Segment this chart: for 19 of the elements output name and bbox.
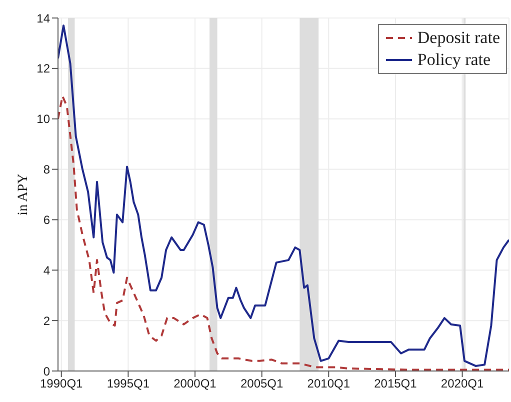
x-tick-label: 2000Q1 (174, 376, 217, 391)
legend-label: Deposit rate (417, 27, 500, 49)
y-tick-label: 2 (43, 314, 50, 328)
x-tick-label: 1995Q1 (106, 376, 150, 391)
y-tick-label: 6 (43, 212, 50, 227)
y-tick-label: 14 (36, 11, 50, 26)
legend-label: Policy rate (417, 49, 491, 71)
x-tick-label: 2010Q1 (307, 376, 350, 391)
x-tick-label: 2005Q1 (240, 376, 284, 391)
y-axis-title: in APY (16, 174, 31, 216)
x-tick-label: 2020Q1 (440, 376, 484, 391)
x-tick-label: 2015Q1 (374, 376, 418, 391)
line-series (58, 24, 509, 367)
y-tick-label: 8 (43, 162, 50, 177)
y-tick-label: 0 (43, 364, 50, 378)
y-tick-label: 4 (43, 263, 50, 278)
y-tick-label: 10 (36, 112, 50, 126)
y-tick-label: 12 (36, 62, 50, 76)
x-tick-label: 1990Q1 (40, 376, 84, 391)
